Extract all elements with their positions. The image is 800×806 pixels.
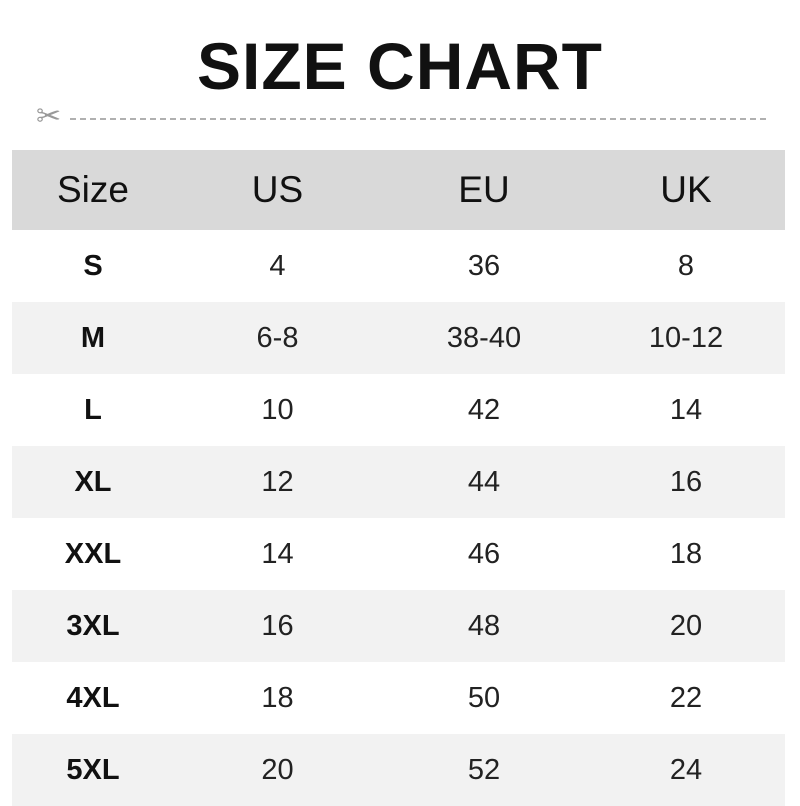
cell-size: 4XL [66,681,120,714]
cell-size: XXL [64,537,122,570]
header-size: Size [12,150,174,230]
cell-us: 6-8 [174,302,381,374]
cell-uk: 10-12 [587,302,785,374]
table-row: 5XL 20 52 24 [12,734,785,806]
cell-uk: 18 [669,537,703,570]
cell-size: M [12,302,174,374]
cell-us: 10 [261,393,294,426]
size-table: Size US EU UK S 4 36 8 M 6-8 38-40 10-12 L 10 42 14… [12,150,785,806]
table-row: 3XL 16 48 20 [12,590,785,662]
cell-size: L [84,393,102,426]
cell-us: 14 [261,537,294,570]
cell-uk: 22 [669,681,703,714]
cell-us: 16 [174,590,381,662]
cell-size: 3XL [12,590,174,662]
header-us: US [174,150,381,230]
cell-eu: 36 [467,249,501,282]
cell-uk: 14 [669,393,703,426]
table-header: Size US EU UK [12,150,785,230]
cell-us: 18 [261,681,294,714]
cell-eu: 44 [381,446,587,518]
cell-eu: 46 [467,537,501,570]
cut-line: ✂ [36,102,766,132]
cell-uk: 24 [587,734,785,806]
cell-eu: 48 [381,590,587,662]
header-eu: EU [381,150,587,230]
table-row: XL 12 44 16 [12,446,785,518]
cell-uk: 8 [677,249,695,282]
table-row: M 6-8 38-40 10-12 [12,302,785,374]
page-title: SIZE CHART [197,29,603,103]
table-row: XXL 14 46 18 [12,518,785,590]
table-row: L 10 42 14 [12,374,785,446]
cell-eu: 52 [381,734,587,806]
cell-us: 4 [269,249,286,282]
table-row: 4XL 18 50 22 [12,662,785,734]
cell-uk: 16 [587,446,785,518]
scissors-icon: ✂ [36,100,62,133]
cell-size: XL [12,446,174,518]
cell-us: 12 [174,446,381,518]
cell-uk: 20 [587,590,785,662]
cell-eu: 42 [467,393,501,426]
cell-size: 5XL [12,734,174,806]
cell-size: S [83,249,103,282]
cell-eu: 50 [467,681,501,714]
dashed-divider [70,118,766,120]
cell-us: 20 [174,734,381,806]
header-uk: UK [587,150,785,230]
table-row: S 4 36 8 [12,230,785,302]
cell-eu: 38-40 [381,302,587,374]
